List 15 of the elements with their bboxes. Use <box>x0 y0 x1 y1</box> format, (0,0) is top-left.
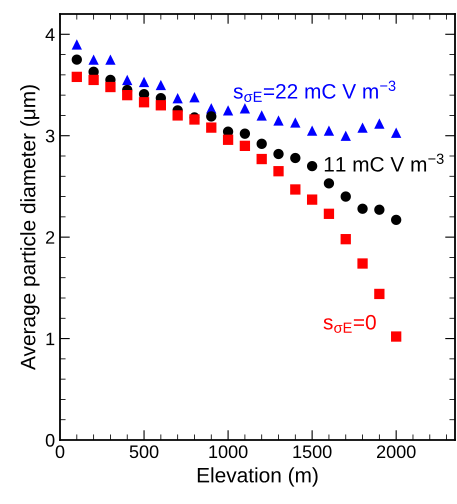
y-tick-label: 0 <box>46 434 54 447</box>
x-tick-label: 500 <box>130 445 158 458</box>
x-axis-title: Elevation (m) <box>198 467 318 487</box>
x-tick-label: 1500 <box>293 445 332 458</box>
y-tick-label: 3 <box>46 130 54 142</box>
x-tick-label: 1000 <box>209 445 248 458</box>
y-tick-label: 4 <box>46 28 55 41</box>
y-tick-label: 2 <box>46 231 54 244</box>
y-axis-title: Average particle diameter (μm) <box>20 85 40 370</box>
x-tick-label: 0 <box>56 445 64 458</box>
y-tick-label: 1 <box>46 332 54 346</box>
legend-label: 11 mC V m$^{−3}$ <box>324 154 444 172</box>
series-label: s$_{σE}$=22 mC V m$^{−3}$ <box>234 80 396 102</box>
series-label: s$_{σE}$=0 <box>324 314 376 333</box>
x-tick-label: 2000 <box>376 445 416 458</box>
